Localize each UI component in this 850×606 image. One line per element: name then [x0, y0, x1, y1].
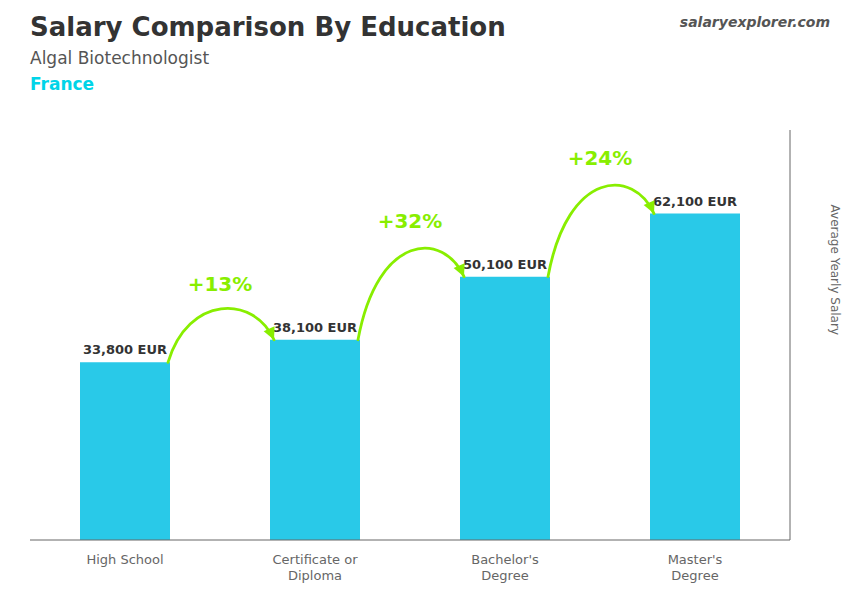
html-text:Salary Comparison By Education: Salary Comparison By Education — [30, 12, 506, 42]
svg-text:+24%: +24% — [568, 146, 633, 170]
svg-text:62,100 EUR: 62,100 EUR — [653, 194, 737, 209]
svg-text:Certificate orDiploma: Certificate orDiploma — [273, 552, 359, 583]
svg-text:Bachelor'sDegree: Bachelor'sDegree — [471, 552, 539, 583]
html-text:Algal Biotechnologist: Algal Biotechnologist — [30, 48, 210, 68]
html-text:salaryexplorer.com: salaryexplorer.com — [679, 14, 830, 30]
svg-text:38,100 EUR: 38,100 EUR — [273, 320, 357, 335]
svg-text:High School: High School — [86, 552, 163, 567]
svg-text:+13%: +13% — [188, 272, 253, 296]
svg-text:50,100 EUR: 50,100 EUR — [463, 257, 547, 272]
svg-text:33,800 EUR: 33,800 EUR — [83, 342, 167, 357]
svg-text:+32%: +32% — [378, 209, 443, 233]
svg-text:Average Yearly Salary: Average Yearly Salary — [828, 205, 842, 335]
html-text:France: France — [30, 74, 95, 94]
svg-text:Master'sDegree: Master'sDegree — [668, 552, 723, 583]
